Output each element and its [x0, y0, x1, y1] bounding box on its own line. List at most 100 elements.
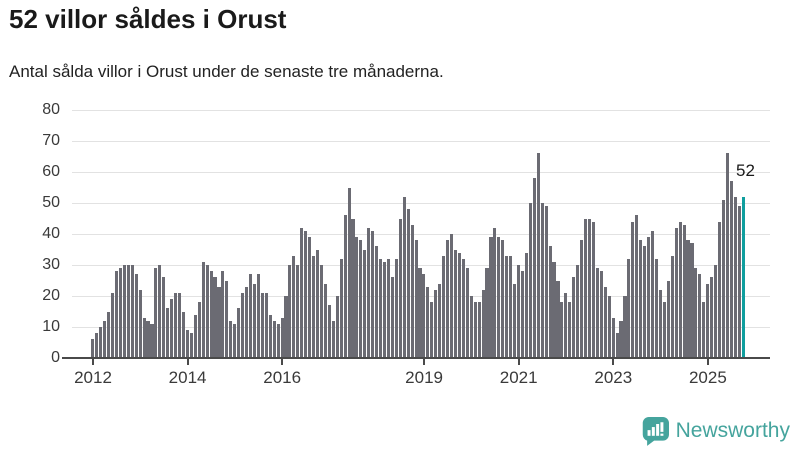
bar [229, 320, 233, 358]
bar [296, 265, 300, 358]
bar [146, 320, 150, 358]
bar [343, 215, 347, 358]
bar [674, 227, 678, 358]
bar [556, 280, 560, 358]
bar [272, 320, 276, 358]
bar [615, 333, 619, 358]
bar [406, 209, 410, 358]
bar [524, 252, 528, 358]
bar [292, 255, 296, 358]
y-axis-label-50: 50 [42, 194, 60, 211]
bar [718, 221, 722, 358]
bar [442, 255, 446, 358]
bar [662, 302, 666, 358]
bar [568, 302, 572, 358]
y-axis-label-30: 30 [42, 256, 60, 273]
bar [489, 237, 493, 358]
bar [509, 255, 513, 358]
bar [304, 230, 308, 358]
bar [560, 302, 564, 358]
bar [138, 289, 142, 358]
bar [319, 265, 323, 358]
bar [528, 203, 532, 358]
bar [576, 265, 580, 358]
bar [375, 246, 379, 358]
newsworthy-logo[interactable]: Newsworthy [641, 416, 790, 446]
bar [725, 153, 729, 358]
x-axis-label-2016: 2016 [263, 368, 302, 387]
bar [197, 302, 201, 358]
bar [221, 271, 225, 358]
bar [493, 227, 497, 358]
bar [394, 258, 398, 358]
bar [465, 268, 469, 358]
bar [209, 271, 213, 358]
bar [268, 314, 272, 358]
bar [631, 221, 635, 358]
bar [351, 218, 355, 358]
gridline-30 [72, 264, 770, 266]
bar [315, 249, 320, 358]
bar [714, 265, 718, 358]
bar [241, 292, 245, 358]
bar [233, 323, 237, 358]
y-axis-label-80: 80 [42, 101, 60, 118]
bar [513, 283, 517, 358]
bar [710, 277, 714, 358]
bar [402, 196, 406, 358]
bar [473, 302, 477, 358]
bar [359, 240, 363, 358]
x-axis-label-2019: 2019 [405, 368, 443, 387]
bar [591, 221, 595, 358]
x-axis-line [62, 357, 770, 359]
bar [584, 218, 588, 358]
bar [225, 280, 229, 358]
bar [418, 268, 422, 358]
bar [95, 333, 99, 358]
bar [170, 299, 174, 358]
bar [300, 227, 304, 358]
bar [260, 292, 264, 358]
bar [355, 237, 359, 358]
bar [430, 302, 434, 358]
gridline-80 [72, 109, 770, 111]
y-axis-label-70: 70 [42, 132, 60, 149]
bar [517, 265, 521, 358]
bar [256, 274, 260, 358]
bar [449, 234, 454, 358]
bar [414, 240, 418, 358]
bar [111, 292, 115, 358]
last-value-label: 52 [736, 161, 755, 180]
x-axis-label-2012: 2012 [74, 368, 112, 387]
x-axis-tick-2023 [612, 359, 615, 365]
bar [134, 274, 138, 358]
bar [363, 249, 367, 358]
highlight-bar [741, 196, 745, 358]
bar [457, 252, 461, 358]
bar [185, 330, 189, 358]
bar [536, 153, 540, 358]
bar [477, 302, 481, 358]
bar [126, 265, 130, 358]
bar [639, 240, 643, 358]
bar [130, 265, 134, 358]
bar [438, 283, 442, 358]
bar [426, 286, 430, 358]
bar [446, 240, 450, 358]
x-axis-tick-2016 [281, 359, 284, 365]
bar [213, 277, 217, 358]
bar [501, 240, 505, 358]
bar [603, 286, 607, 358]
bar [544, 206, 548, 358]
x-axis-tick-2021 [517, 359, 520, 365]
bar [371, 230, 375, 358]
bar [205, 265, 209, 358]
newsworthy-bubble-icon [641, 416, 669, 446]
y-axis-label-0: 0 [51, 349, 60, 366]
bar [607, 296, 611, 358]
x-axis-tick-2014 [186, 359, 189, 365]
bar [422, 274, 426, 358]
page-title: 52 villor såldes i Orust [9, 4, 287, 34]
gridline-40 [72, 233, 770, 235]
